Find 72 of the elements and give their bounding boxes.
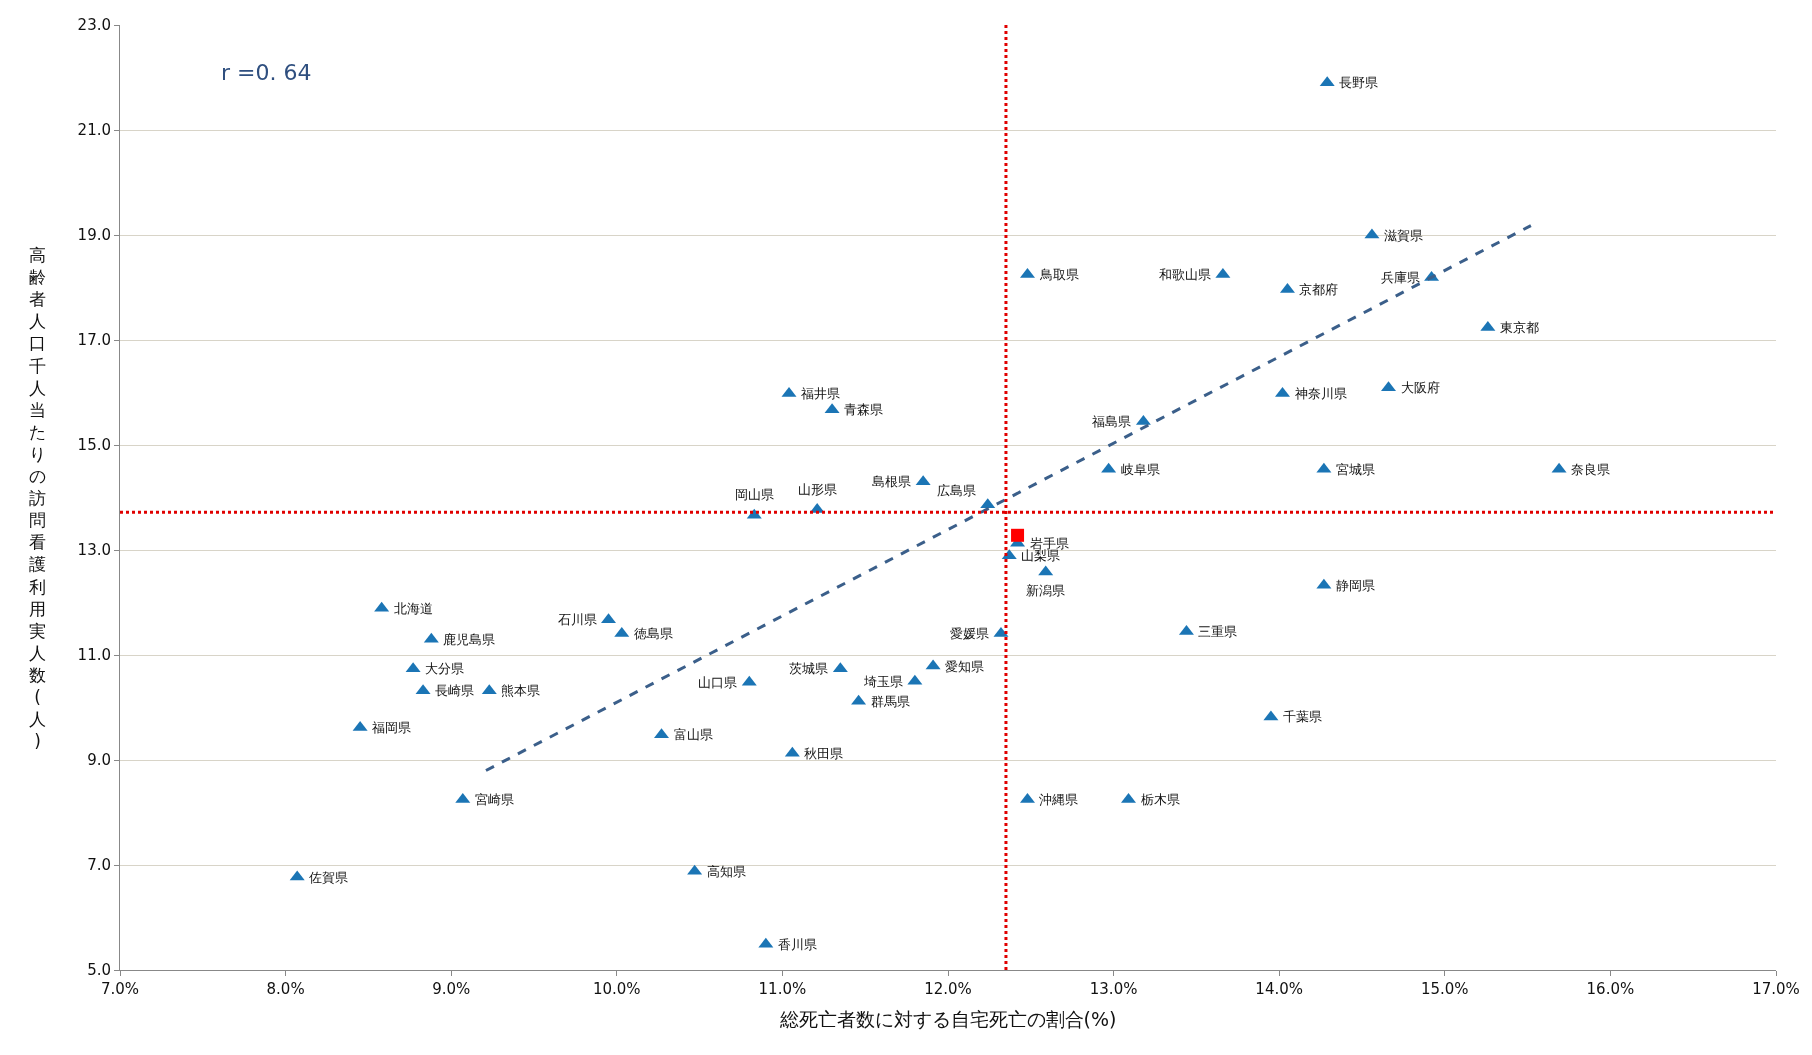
annotation: 京都府	[1299, 282, 1338, 297]
x-tick-label: 10.0%	[592, 980, 641, 998]
y-tick-label: 5.0	[87, 961, 111, 980]
x-tick-label: 9.0%	[432, 980, 471, 998]
x-tick-label: 17.0%	[1752, 980, 1800, 998]
annotation: 福島県	[1092, 414, 1131, 429]
annotation: 山梨県	[1021, 548, 1060, 563]
annotation: 栃木県	[1141, 792, 1180, 807]
annotation: 静岡県	[1336, 578, 1375, 593]
annotation: 山形県	[798, 482, 837, 497]
x-tick-label: 16.0%	[1586, 980, 1635, 998]
annotation: 愛知県	[945, 659, 984, 674]
annotation: 広島県	[937, 483, 976, 498]
annotation: 宮城県	[1336, 462, 1375, 477]
annotation: 高知県	[707, 864, 746, 879]
annotation: 北海道	[394, 601, 433, 616]
text: 高齢者人口千人当たりの訪問看護利用実人数(人)	[29, 245, 46, 752]
annotation: 神奈川県	[1295, 386, 1347, 401]
annotation: 山口県	[698, 675, 737, 690]
annotation: 熊本県	[501, 683, 540, 698]
annotation: 石川県	[558, 612, 597, 627]
annotation: 佐賀県	[309, 870, 348, 885]
annotation: 青森県	[844, 402, 883, 417]
x-tick-label: 15.0%	[1420, 980, 1469, 998]
annotation: 茨城県	[789, 661, 828, 676]
annotation: 奈良県	[1571, 462, 1610, 477]
annotation: 徳島県	[634, 626, 673, 641]
annotation: 埼玉県	[863, 674, 903, 689]
annotation: 島根県	[872, 474, 911, 489]
y-tick-label: 13.0	[77, 541, 111, 560]
x-axis-title: 総死亡者数に対する自宅死亡の割合(%)	[778, 1007, 1117, 1030]
x-tick-label: 7.0%	[100, 980, 140, 998]
point	[1011, 528, 1025, 542]
annotation: 岡山県	[735, 487, 774, 502]
annotation: 千葉県	[1283, 709, 1322, 724]
y-tick-label: 19.0	[77, 226, 111, 245]
annotation: 鳥取県	[1039, 267, 1079, 282]
annotation: 長崎県	[435, 683, 474, 698]
annotation: 福井県	[801, 386, 840, 401]
annotation: 大阪府	[1401, 380, 1440, 395]
annotation: 滋賀県	[1384, 228, 1423, 243]
annotation: 大分県	[425, 661, 464, 676]
annotation: 群馬県	[871, 694, 910, 709]
annotation: 沖縄県	[1039, 792, 1078, 807]
annotation: 福岡県	[372, 720, 411, 735]
x-tick-label: 14.0%	[1255, 980, 1304, 998]
annotation: 兵庫県	[1381, 270, 1420, 285]
annotation: 富山県	[674, 727, 713, 742]
y-tick-label: 15.0	[77, 436, 111, 455]
annotation: 岐阜県	[1121, 462, 1160, 477]
annotation: r =0. 64	[221, 60, 312, 85]
y-tick-label: 17.0	[77, 331, 111, 350]
y-tick-label: 23.0	[77, 16, 111, 35]
annotation: 東京都	[1500, 320, 1539, 335]
annotation: 和歌山県	[1159, 267, 1211, 282]
x-tick-label: 13.0%	[1089, 980, 1138, 998]
annotation: 岩手県	[1030, 536, 1069, 551]
y-tick-label: 11.0	[77, 646, 111, 665]
x-tick-label: 11.0%	[758, 980, 807, 998]
x-tick-label: 12.0%	[924, 980, 972, 998]
annotation: 新潟県	[1026, 583, 1065, 598]
annotation: 香川県	[778, 937, 817, 952]
y-tick-label: 9.0	[87, 751, 111, 770]
annotation: 長野県	[1339, 75, 1378, 90]
annotation: 宮崎県	[475, 792, 514, 807]
y-tick-label: 7.0	[87, 856, 111, 875]
x-tick-label: 8.0%	[266, 980, 305, 998]
annotation: 秋田県	[804, 746, 843, 761]
annotation: 三重県	[1198, 624, 1237, 639]
y-tick-label: 21.0	[77, 121, 111, 140]
annotation: 愛媛県	[950, 626, 989, 641]
annotation: 鹿児島県	[443, 632, 495, 647]
